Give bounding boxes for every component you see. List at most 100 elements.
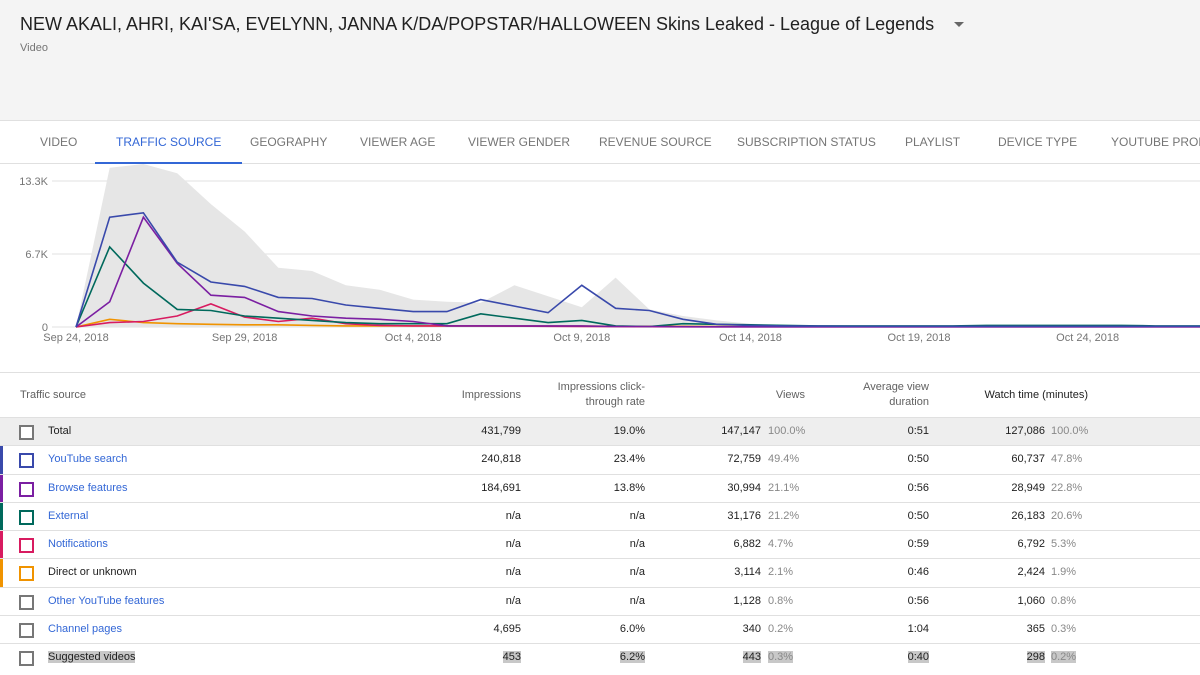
row-watch-pct: 1.9% [1051, 566, 1077, 579]
row-views-pct: 2.1% [768, 566, 794, 579]
row-views: 443 [742, 651, 761, 664]
x-tick-label: Oct 14, 2018 [719, 332, 782, 344]
series-color-bar [0, 531, 3, 559]
col-ctr[interactable]: Impressions click- through rate [558, 380, 645, 410]
col-traffic-source[interactable]: Traffic source [20, 389, 87, 401]
row-ctr: n/a [629, 538, 645, 551]
row-ctr: n/a [629, 566, 645, 579]
row-views: 30,994 [727, 481, 761, 494]
row-views: 72,759 [727, 453, 761, 466]
row-views: 3,114 [734, 566, 761, 579]
col-avg-view-duration[interactable]: Average view duration [863, 380, 929, 410]
row-impressions: 184,691 [481, 481, 521, 494]
row-avg-view-duration: 1:04 [907, 623, 929, 636]
col-ctr-line1: Impressions click- [557, 381, 645, 393]
row-source-name[interactable]: Other YouTube features [48, 594, 165, 607]
tab-viewer-age[interactable]: VIEWER AGE [360, 135, 436, 149]
x-tick-label: Oct 4, 2018 [385, 332, 442, 344]
row-watch-time: 365 [1026, 623, 1045, 636]
header: NEW AKALI, AHRI, KAI'SA, EVELYNN, JANNA … [0, 0, 1200, 120]
row-checkbox[interactable] [19, 509, 34, 525]
row-views: 1,128 [733, 594, 761, 607]
row-source-name[interactable]: Channel pages [48, 623, 123, 636]
row-views-pct: 0.8% [768, 594, 794, 607]
col-views[interactable]: Views [775, 389, 805, 401]
row-ctr: n/a [629, 509, 645, 522]
row-source-name[interactable]: YouTube search [48, 453, 128, 466]
series-line-youtube-search[interactable] [75, 211, 1200, 328]
total-area [76, 164, 1200, 327]
row-checkbox[interactable] [19, 651, 34, 667]
tab-video[interactable]: VIDEO [40, 135, 78, 149]
row-watch-pct: 22.8% [1051, 481, 1083, 494]
row-watch-pct: 5.3% [1051, 538, 1077, 551]
x-tick-label: Oct 9, 2018 [553, 332, 610, 344]
row-views-pct: 21.2% [768, 509, 800, 522]
row-ctr: 23.4% [613, 453, 645, 466]
row-checkbox[interactable] [19, 594, 34, 610]
table-row: Other YouTube features n/a n/a 1,128 0.8% 0:5… [0, 586, 1200, 615]
table-header: Traffic source Impressions Impressions c… [0, 373, 1200, 417]
row-avg-view-duration: 0:50 [907, 453, 929, 466]
tab-viewer-gender[interactable]: VIEWER GENDER [468, 135, 571, 149]
row-views-pct: 49.4% [768, 453, 800, 466]
table-row: External n/a n/a 31,176 21.2% 0:50 26,183 20.6% [0, 501, 1200, 531]
chevron-down-icon[interactable] [954, 22, 965, 27]
row-watch-pct: 0.3% [1051, 623, 1077, 636]
col-avd-line1: Average view [863, 381, 929, 393]
series-color-bar [0, 474, 3, 502]
tab-traffic-source[interactable]: TRAFFIC SOURCE [95, 121, 243, 164]
video-title: NEW AKALI, AHRI, KAI'SA, EVELYNN, JANNA … [20, 14, 935, 34]
tab-subscription-status[interactable]: SUBSCRIPTION STATUS [737, 135, 876, 149]
row-source-name: Suggested videos [48, 651, 136, 664]
row-checkbox[interactable] [19, 481, 34, 497]
x-tick-label: Oct 19, 2018 [888, 332, 951, 344]
tab-youtube-product[interactable]: YOUTUBE PRODUCT [1111, 135, 1200, 149]
row-checkbox[interactable] [19, 538, 34, 554]
row-avg-view-duration: 0:46 [907, 566, 929, 579]
row-views: 340 [742, 623, 761, 636]
x-tick-label: Oct 24, 2018 [1056, 332, 1119, 344]
row-impressions: 431,799 [481, 425, 521, 437]
row-avg-view-duration: 0:40 [907, 651, 929, 664]
col-watch-time[interactable]: Watch time (minutes) [984, 389, 1088, 401]
row-checkbox[interactable] [19, 425, 34, 440]
tab-bar: VIDEO TRAFFIC SOURCE GEOGRAPHY VIEWER AG… [0, 120, 1200, 164]
row-watch-time: 298 [1026, 651, 1045, 664]
row-views-pct: 0.3% [768, 651, 794, 664]
row-source-name[interactable]: Browse features [48, 481, 128, 494]
row-views: 6,882 [733, 538, 761, 551]
col-impressions[interactable]: Impressions [461, 389, 521, 401]
tab-revenue-source[interactable]: REVENUE SOURCE [599, 135, 712, 149]
table-row: Direct or unknown n/a n/a 3,114 2.1% 0:46 2,42… [0, 558, 1200, 587]
row-impressions: n/a [505, 594, 521, 607]
row-checkbox[interactable] [19, 566, 34, 582]
row-source-name: Direct or unknown [48, 566, 137, 579]
tab-geography[interactable]: GEOGRAPHY [250, 135, 328, 149]
row-views-pct: 4.7% [768, 538, 794, 551]
row-checkbox[interactable] [19, 453, 34, 469]
tab-playlist[interactable]: PLAYLIST [905, 135, 961, 149]
series-line-external[interactable] [75, 245, 1200, 328]
row-views-pct: 100.0% [768, 425, 806, 437]
row-source-name[interactable]: External [48, 509, 89, 522]
series-color-bar [0, 559, 3, 587]
col-ctr-line2: through rate [585, 396, 645, 408]
row-views: 31,176 [727, 509, 761, 522]
row-watch-time: 60,737 [1011, 453, 1045, 466]
col-avd-line2: duration [889, 396, 929, 408]
table-body: Total 431,799 19.0% 147,147 100.0% 0:51 127,08… [0, 417, 1200, 672]
row-checkbox[interactable] [19, 623, 34, 639]
y-tick-label: 6.7K [25, 249, 48, 261]
row-watch-time: 6,792 [1017, 538, 1045, 551]
content-type-label: Video [20, 42, 48, 54]
y-tick-label: 0 [42, 322, 48, 334]
row-watch-pct: 47.8% [1051, 453, 1083, 466]
title-row: NEW AKALI, AHRI, KAI'SA, EVELYNN, JANNA … [20, 14, 965, 35]
tab-device-type[interactable]: DEVICE TYPE [998, 135, 1078, 149]
traffic-chart: 13.3K 6.7K 0 Sep 24, 2018 Sep 29, 2018 Oct 4,… [0, 164, 1200, 348]
row-watch-time: 127,086 [1005, 425, 1045, 437]
row-avg-view-duration: 0:56 [907, 594, 929, 607]
row-source-name[interactable]: Notifications [48, 538, 108, 551]
